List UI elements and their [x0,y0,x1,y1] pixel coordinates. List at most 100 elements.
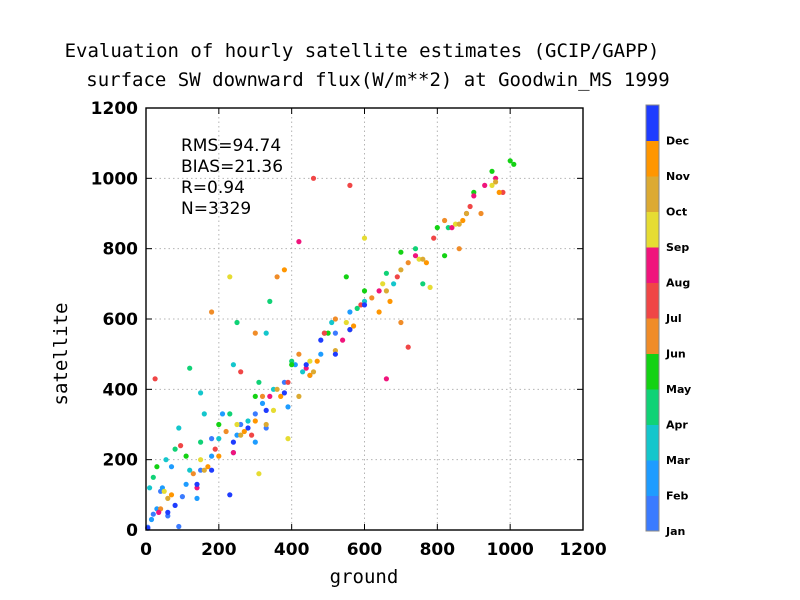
scatter-point-may [252,393,258,399]
scatter-point-nov [460,217,466,224]
x-tick-label: 1200 [559,540,606,560]
scatter-point-apr [227,411,233,417]
scatter-point-dec [361,302,368,308]
scatter-point-jan [176,523,182,530]
scatter-point-oct [456,221,462,227]
scatter-point-aug [412,253,419,259]
scatter-point-jul [347,182,353,188]
scatter-point-mar [391,281,397,287]
scatter-point-sep [198,457,204,463]
scatter-point-may [398,249,404,255]
colorbar-swatch-mar [646,424,659,461]
scatter-point-sep [489,182,495,188]
scatter-point-aug [383,376,389,382]
stat-rms: RMS=94.74 [181,136,281,156]
colorbar-swatch-jun [646,318,659,354]
scatter-point-nov [216,453,222,459]
scatter-point-jul [394,274,400,280]
scatter-point-sep [285,436,291,442]
scatter-point-nov [423,260,429,266]
scatter-point-jun [442,217,448,224]
scatter-point-may [507,158,513,164]
stat-bias: BIAS=21.36 [181,157,283,177]
title-line-1: Evaluation of hourly satellite estimates… [65,40,660,62]
scatter-point-may [511,161,517,167]
y-tick-label: 600 [103,310,139,330]
colorbar-swatch-may [646,353,659,390]
scatter-point-apr [412,246,419,252]
scatter-point-apr [234,319,240,326]
scatter-point-sep [256,471,262,477]
scatter-point-may [489,168,495,174]
colorbar-swatch-apr [646,389,659,425]
colorbar-labels: Jan Feb Mar Apr May Jun Jul Aug Sep Oct Nov Dec [665,135,691,539]
axis-ticks [145,107,584,531]
grid-lines [146,108,583,530]
scatter-point-aug [482,182,488,188]
scatter-point-mar [176,425,182,431]
scatter-point-feb [285,404,291,410]
scatter-point-oct [332,348,338,354]
scatter-point-mar [187,467,193,473]
scatter-point-sep [227,274,233,280]
scatter-point-jan [252,411,258,417]
scatter-point-nov [278,393,284,399]
scatter-point-feb [219,411,226,417]
scatter-point-dec [230,439,236,445]
x-tick-label: 400 [274,540,310,560]
scatter-point-sep [452,221,459,227]
scatter-point-oct [463,210,470,217]
scatter-point-nov [252,418,258,424]
scatter-point-feb [194,495,200,501]
scatter-point-apr [267,298,273,304]
scatter-point-nov [351,323,357,329]
scatter-point-oct [201,467,207,473]
colorbar-swatches [646,105,659,532]
scatter-point-jul [467,203,473,210]
scatter-point-feb [168,464,175,470]
scatter-point-dec [245,425,251,431]
scatter-point-oct [493,179,499,185]
scatter-point-feb [209,453,215,459]
colorbar-swatch-oct [646,176,659,212]
scatter-point-feb [234,432,240,438]
scatter-point-mar [270,386,277,392]
scatter-point-nov [376,309,382,315]
scatter-point-jul [321,330,327,336]
scatter-point-may [325,330,331,336]
colorbar-swatch-nov [646,140,659,177]
colorbar-swatch-jul [646,282,659,319]
scatter-point-jun [369,295,375,301]
colorbar-frame [645,104,660,532]
scatter-point-feb [148,516,155,523]
scatter-point-oct [263,421,269,428]
scatter-point-may [289,362,295,368]
scatter-point-may [361,288,368,294]
scatter-point-aug [376,288,382,294]
scatter-point-nov [168,492,175,498]
y-axis-label: satellite [50,303,72,406]
scatter-point-apr [172,446,178,452]
x-tick-label: 1000 [487,540,534,560]
scatter-point-jul [178,443,184,449]
scatter-point-may [343,274,349,280]
colorbar-label-sep: Sep [666,241,689,254]
scatter-point-jun [259,393,266,399]
x-tick-label: 600 [347,540,383,560]
scatter-point-feb [292,362,298,368]
scatter-point-oct [383,288,389,294]
colorbar-label-apr: Apr [666,419,688,432]
scatter-point-aug [230,450,236,456]
scatter-point-aug [449,225,455,231]
colorbar-swatch-aug [646,247,659,283]
scatter-point-nov [205,464,211,470]
scatter-point-nov [314,358,320,364]
scatter-point-feb [347,309,353,315]
colorbar-label-dec: Dec [666,135,689,148]
scatter-point-jan [281,379,287,385]
colorbar-swatch-dec [646,105,659,141]
month-colorbar: Jan Feb Mar Apr May Jun Jul Aug Sep Oct Nov Dec [645,104,691,539]
scatter-point-jun [296,351,302,357]
scatter-point-nov [241,428,247,435]
scatter-point-jan [150,511,156,517]
